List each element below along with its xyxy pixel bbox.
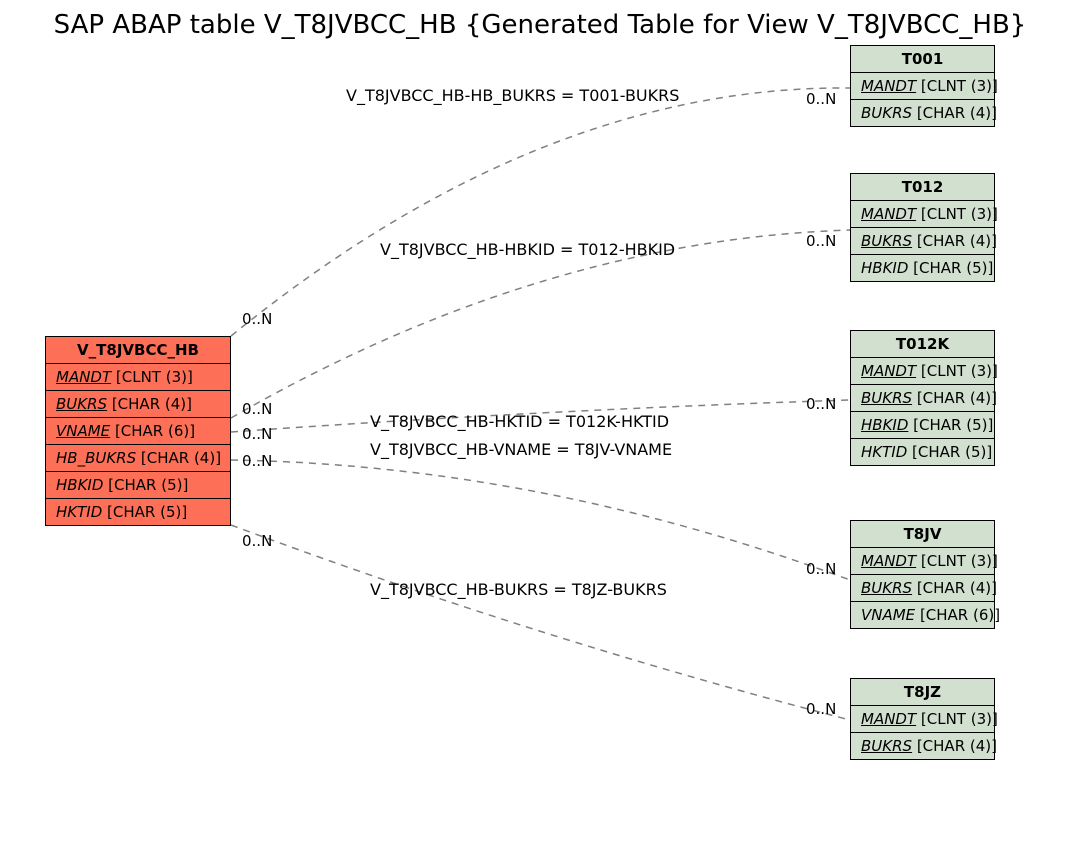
field-row: MANDT [CLNT (3)] [851,358,994,385]
entity-t012k: T012KMANDT [CLNT (3)]BUKRS [CHAR (4)]HBK… [850,330,995,466]
entity-header: T8JZ [851,679,994,706]
field-row: HB_BUKRS [CHAR (4)] [46,445,230,472]
field-row: MANDT [CLNT (3)] [46,364,230,391]
entity-header: T8JV [851,521,994,548]
entity-t8jz: T8JZMANDT [CLNT (3)]BUKRS [CHAR (4)] [850,678,995,760]
entity-t8jv: T8JVMANDT [CLNT (3)]BUKRS [CHAR (4)]VNAM… [850,520,995,629]
field-row: BUKRS [CHAR (4)] [851,100,994,126]
field-row: BUKRS [CHAR (4)] [46,391,230,418]
entity-t012: T012MANDT [CLNT (3)]BUKRS [CHAR (4)]HBKI… [850,173,995,282]
field-row: HKTID [CHAR (5)] [851,439,994,465]
field-row: MANDT [CLNT (3)] [851,548,994,575]
entity-header: T001 [851,46,994,73]
relation-label: V_T8JVBCC_HB-BUKRS = T8JZ-BUKRS [370,580,667,599]
entity-header: T012 [851,174,994,201]
cardinality-left: 0..N [242,425,272,443]
entity-header: V_T8JVBCC_HB [46,337,230,364]
field-row: BUKRS [CHAR (4)] [851,228,994,255]
cardinality-left: 0..N [242,400,272,418]
relation-label: V_T8JVBCC_HB-VNAME = T8JV-VNAME [370,440,672,459]
relation-label: V_T8JVBCC_HB-HKTID = T012K-HKTID [370,412,669,431]
entity-v_t8jvbcc_hb: V_T8JVBCC_HBMANDT [CLNT (3)]BUKRS [CHAR … [45,336,231,526]
cardinality-right: 0..N [806,560,836,578]
diagram-title: SAP ABAP table V_T8JVBCC_HB {Generated T… [0,10,1080,40]
field-row: BUKRS [CHAR (4)] [851,733,994,759]
relation-label: V_T8JVBCC_HB-HB_BUKRS = T001-BUKRS [346,86,679,105]
cardinality-right: 0..N [806,232,836,250]
field-row: MANDT [CLNT (3)] [851,201,994,228]
cardinality-right: 0..N [806,700,836,718]
entity-t001: T001MANDT [CLNT (3)]BUKRS [CHAR (4)] [850,45,995,127]
field-row: VNAME [CHAR (6)] [46,418,230,445]
field-row: HBKID [CHAR (5)] [851,412,994,439]
field-row: MANDT [CLNT (3)] [851,73,994,100]
entity-header: T012K [851,331,994,358]
field-row: HBKID [CHAR (5)] [46,472,230,499]
field-row: VNAME [CHAR (6)] [851,602,994,628]
field-row: BUKRS [CHAR (4)] [851,575,994,602]
cardinality-left: 0..N [242,532,272,550]
field-row: BUKRS [CHAR (4)] [851,385,994,412]
cardinality-left: 0..N [242,452,272,470]
field-row: HBKID [CHAR (5)] [851,255,994,281]
cardinality-left: 0..N [242,310,272,328]
field-row: HKTID [CHAR (5)] [46,499,230,525]
relation-label: V_T8JVBCC_HB-HBKID = T012-HBKID [380,240,675,259]
cardinality-right: 0..N [806,395,836,413]
cardinality-right: 0..N [806,90,836,108]
field-row: MANDT [CLNT (3)] [851,706,994,733]
